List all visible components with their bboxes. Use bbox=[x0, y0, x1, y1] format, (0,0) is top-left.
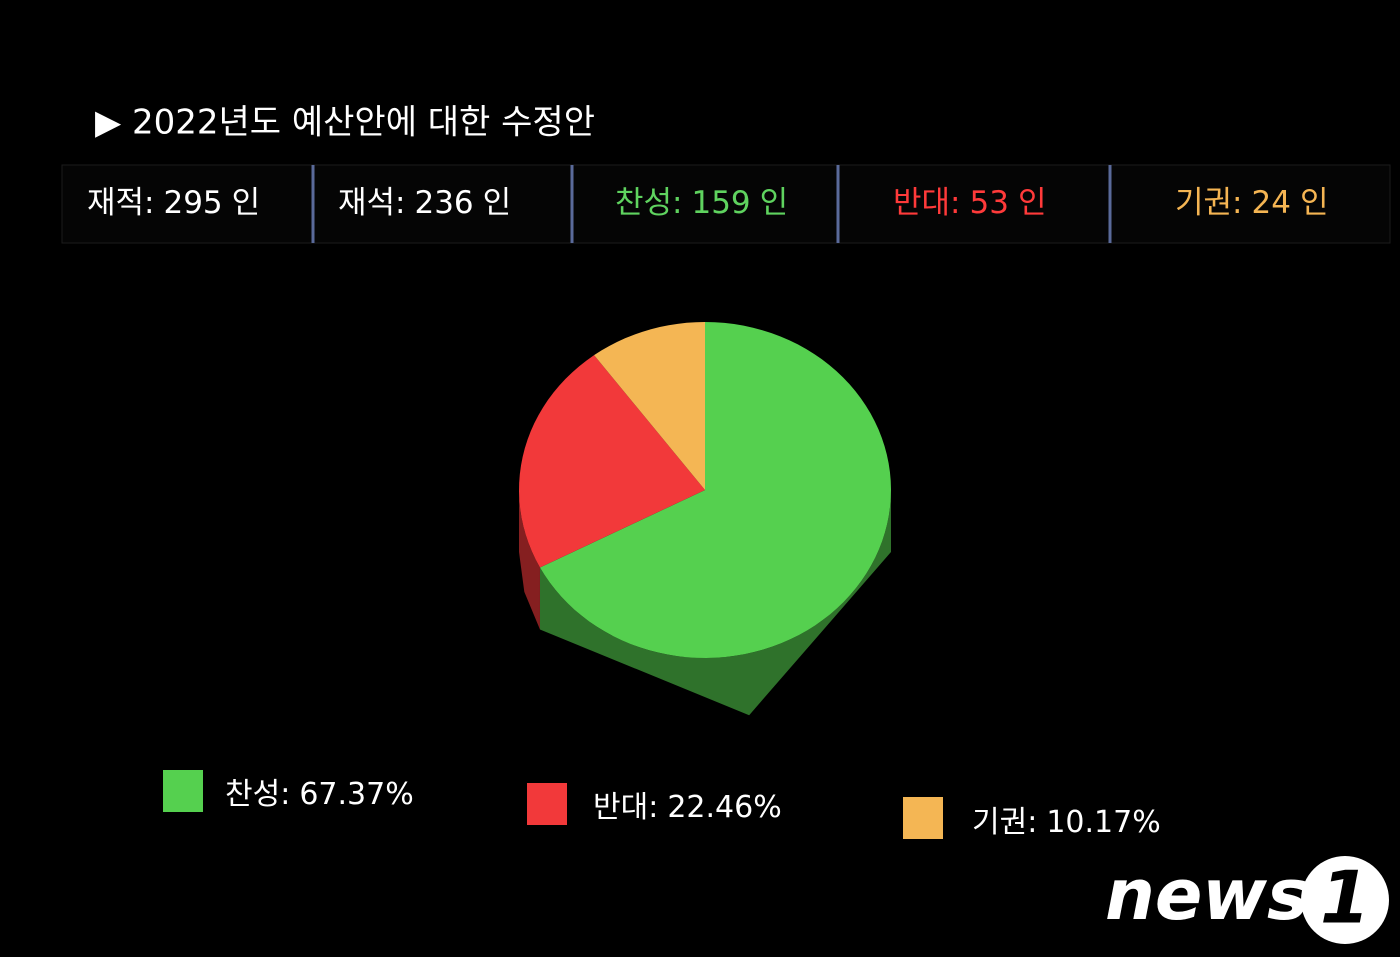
legend-entry: 찬성: 67.37% bbox=[225, 777, 414, 812]
stat-label: 기권: bbox=[1175, 185, 1242, 221]
legend-value: 67.37% bbox=[299, 777, 413, 812]
stat-value: 24 bbox=[1251, 185, 1290, 221]
stat: 재석: 236 인 bbox=[338, 185, 511, 221]
pie-slice bbox=[519, 355, 705, 568]
pie-side bbox=[519, 490, 540, 630]
legend-value: 22.46% bbox=[667, 790, 781, 825]
watermark-circle bbox=[1301, 856, 1389, 944]
chart-title: ▶ 2022년도 예산안에 대한 수정안 bbox=[95, 103, 595, 143]
legend-entry: 반대: 22.46% bbox=[593, 790, 782, 825]
pie-side bbox=[539, 490, 891, 716]
legend-entry: 기권: 10.17% bbox=[972, 805, 1161, 840]
pie-slice bbox=[594, 322, 705, 490]
stats-frame bbox=[61, 164, 1391, 244]
stat-value: 236 bbox=[414, 185, 473, 221]
stat-label: 반대: bbox=[893, 185, 960, 221]
legend-label: 반대: bbox=[593, 790, 658, 825]
watermark-text: news bbox=[1105, 854, 1309, 936]
pie bbox=[519, 322, 891, 716]
legend-label: 찬성: bbox=[225, 777, 290, 812]
watermark-digit: 1 bbox=[1320, 856, 1370, 940]
stat-unit: 인 bbox=[483, 185, 512, 221]
legend-swatch bbox=[527, 783, 567, 825]
stat-unit: 인 bbox=[1300, 185, 1329, 221]
legend-swatch bbox=[163, 770, 203, 812]
stat: 재적: 295 인 bbox=[87, 185, 260, 221]
stats-row: 재적: 295 인 재석: 236 인 찬성: 159 인 반대: 53 인 기권: 24 인 bbox=[61, 164, 1391, 244]
legend-swatch bbox=[903, 797, 943, 839]
legend-label: 기권: bbox=[972, 805, 1037, 840]
stat-value: 53 bbox=[969, 185, 1008, 221]
stat-unit: 인 bbox=[760, 185, 789, 221]
stat-value: 159 bbox=[691, 185, 750, 221]
stat: 찬성: 159 인 bbox=[615, 185, 788, 221]
pie-slice bbox=[539, 322, 891, 658]
stat-unit: 인 bbox=[1018, 185, 1047, 221]
legend-value: 10.17% bbox=[1046, 805, 1160, 840]
watermark: news 1 bbox=[1105, 854, 1389, 944]
stat-unit: 인 bbox=[232, 185, 261, 221]
stat: 기권: 24 인 bbox=[1175, 185, 1328, 221]
stat-label: 재적: bbox=[87, 185, 154, 221]
stat-label: 재석: bbox=[338, 185, 405, 221]
stat-value: 295 bbox=[163, 185, 222, 221]
stat: 반대: 53 인 bbox=[893, 185, 1046, 221]
legend: 찬성: 67.37% 반대: 22.46% 기권: 10.17% bbox=[163, 770, 1161, 840]
stat-label: 찬성: bbox=[615, 185, 682, 221]
